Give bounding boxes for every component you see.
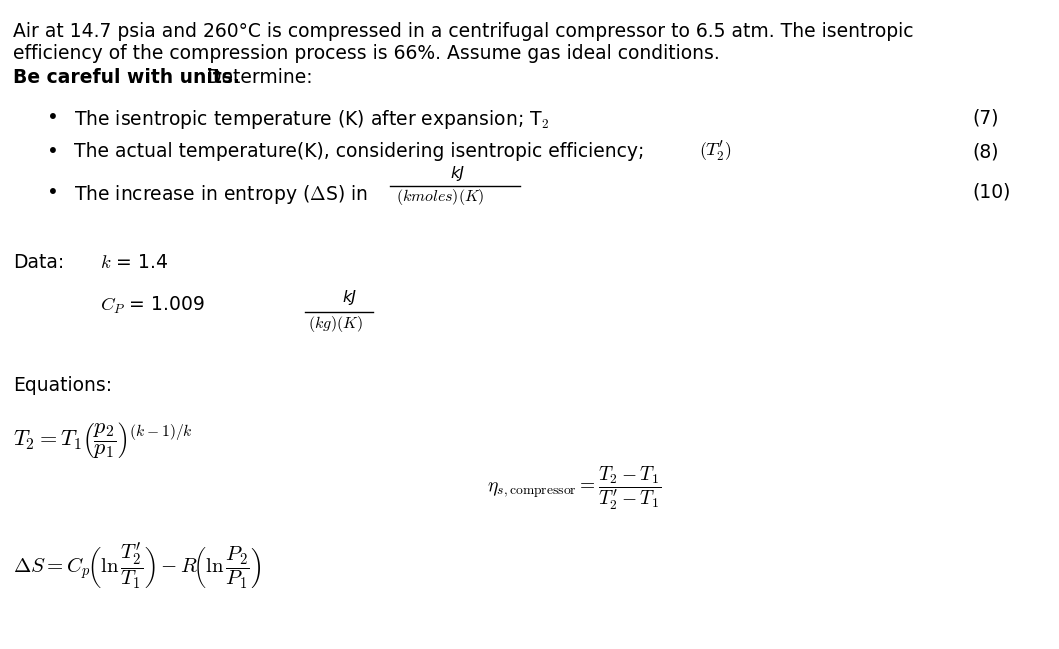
Text: Air at 14.7 psia and 260°C is compressed in a centrifugal compressor to 6.5 atm.: Air at 14.7 psia and 260°C is compressed… [13, 22, 913, 41]
Text: $\left(T_2'\right)$: $\left(T_2'\right)$ [699, 139, 732, 164]
Text: $k$ = 1.4: $k$ = 1.4 [100, 253, 167, 272]
Text: $\Delta S = C_p\!\left(\ln\dfrac{T_2'}{T_1}\right) - R\!\left(\ln\dfrac{P_2}{P_1: $\Delta S = C_p\!\left(\ln\dfrac{T_2'}{T… [13, 540, 262, 591]
Text: Data:: Data: [13, 253, 64, 272]
Text: $T_2 = T_1\left(\dfrac{p_2}{p_1}\right)^{(k-1)/k}$: $T_2 = T_1\left(\dfrac{p_2}{p_1}\right)^… [13, 420, 193, 460]
Text: kJ: kJ [450, 166, 465, 181]
Text: •: • [47, 108, 58, 127]
Text: •: • [47, 183, 58, 202]
Text: •: • [47, 142, 58, 161]
Text: (8): (8) [972, 142, 999, 161]
Text: Be careful with units.: Be careful with units. [13, 68, 239, 87]
Text: The isentropic temperature (K) after expansion; T$_2$: The isentropic temperature (K) after exp… [74, 108, 550, 131]
Text: Determine:: Determine: [201, 68, 312, 87]
Text: $C_P$ = 1.009: $C_P$ = 1.009 [100, 295, 204, 316]
Text: efficiency of the compression process is 66%. Assume gas ideal conditions.: efficiency of the compression process is… [13, 44, 719, 63]
Text: $(kmoles)(K)$: $(kmoles)(K)$ [396, 187, 485, 207]
Text: (7): (7) [972, 108, 999, 127]
Text: The actual temperature(K), considering isentropic efficiency;: The actual temperature(K), considering i… [74, 142, 645, 161]
Text: $(kg)(K)$: $(kg)(K)$ [308, 314, 363, 334]
Text: Equations:: Equations: [13, 376, 112, 395]
Text: The increase in entropy ($\Delta$S) in: The increase in entropy ($\Delta$S) in [74, 183, 370, 206]
Text: $\eta_{s,\mathrm{compressor}} = \dfrac{T_2 - T_1}{T_2' - T_1}$: $\eta_{s,\mathrm{compressor}} = \dfrac{T… [487, 465, 661, 513]
Text: (10): (10) [972, 183, 1010, 202]
Text: kJ: kJ [342, 290, 357, 305]
